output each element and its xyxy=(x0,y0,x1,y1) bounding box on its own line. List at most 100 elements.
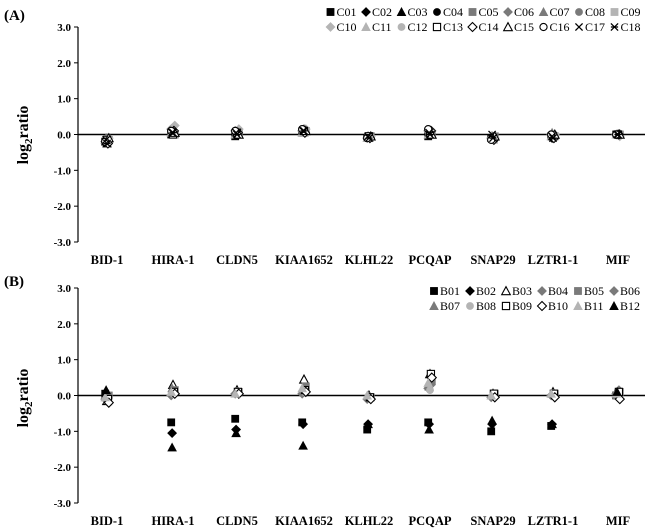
legend-item-C12: C12 xyxy=(397,20,428,34)
legend-label: C14 xyxy=(479,20,499,34)
legend-marker-C08 xyxy=(575,8,583,16)
data-point-C18 xyxy=(102,139,112,148)
y-tick-label: 1.0 xyxy=(57,94,71,106)
x-category-label: SNAP29 xyxy=(470,253,515,267)
panel-a-ylabel-main: log xyxy=(15,144,32,164)
legend-label: B02 xyxy=(476,284,496,298)
panel-a-ylabel: log2ratio xyxy=(15,106,35,165)
legend-item-C07: C07 xyxy=(538,5,570,19)
y-tick-label: -2.0 xyxy=(54,201,72,213)
x-category-label: LZTR1-1 xyxy=(528,514,579,528)
y-tick-label: 2.0 xyxy=(57,58,71,70)
panel-b-ylabel-sub: 2 xyxy=(23,401,35,407)
legend-marker-C17 xyxy=(574,22,584,32)
legend-item-C03: C03 xyxy=(396,5,428,19)
panel-a-ylabel-tail: ratio xyxy=(15,106,32,139)
x-category-label: CLDN5 xyxy=(216,514,258,528)
data-point-C18 xyxy=(299,126,309,135)
legend-item-B12: B12 xyxy=(609,299,640,313)
legend-label: B04 xyxy=(548,284,568,298)
data-point-B11 xyxy=(486,390,497,400)
x-category-label: HIRA-1 xyxy=(151,514,194,528)
legend-item-B03: B03 xyxy=(500,284,532,298)
legend-marker-C06 xyxy=(503,7,513,17)
legend-marker-B03 xyxy=(500,285,512,296)
data-point-B11 xyxy=(297,383,308,393)
data-point-B11 xyxy=(423,378,434,387)
legend-marker-C14 xyxy=(467,21,478,33)
legend-label: C09 xyxy=(621,5,641,19)
data-point-B12 xyxy=(363,419,373,429)
y-tick-label: -1.0 xyxy=(54,165,72,177)
x-category-label: MIF xyxy=(606,253,631,267)
legend-item-C10: C10 xyxy=(325,20,357,34)
legend-marker-B01 xyxy=(430,287,438,295)
legend-marker-C15 xyxy=(502,21,514,32)
legend-item-B01: B01 xyxy=(430,284,460,298)
legend-item-C01: C01 xyxy=(326,5,357,19)
legend-item-B06: B06 xyxy=(609,284,640,298)
y-tick-label: -3.0 xyxy=(54,498,72,510)
legend: B01 B02 B03 B04 B05 B06 B07 B08 B09 B10 B11 B12 xyxy=(429,284,640,313)
data-point-C18 xyxy=(168,128,178,137)
data-point-B02 xyxy=(167,428,178,439)
panel-b-ylabel: log2ratio xyxy=(15,369,35,428)
legend-label: B05 xyxy=(584,284,604,298)
legend-label: B08 xyxy=(476,299,496,313)
legend-item-C17: C17 xyxy=(574,20,605,34)
data-point-B12 xyxy=(612,386,622,396)
legend-item-B10: B10 xyxy=(536,299,568,313)
x-category-label: BID-1 xyxy=(91,514,124,528)
legend-label: C08 xyxy=(585,5,605,19)
y-tick-label: -1.0 xyxy=(54,426,72,438)
panel-b-ylabel-main: log xyxy=(15,407,32,427)
legend-item-B08: B08 xyxy=(466,299,496,313)
legend-marker-B05 xyxy=(574,287,582,295)
legend-label: C11 xyxy=(372,20,392,34)
legend-label: C07 xyxy=(550,5,570,19)
panel-b-chart: (B) log2ratio 3.0 2.0 1.0 0.0 -1.0 -2.0 -3.0 BI… xyxy=(4,274,645,528)
x-category-label: PCQAP xyxy=(408,253,451,267)
y-tick-label: -3.0 xyxy=(54,237,72,249)
data-point-B11 xyxy=(166,386,177,396)
y-tick-label: 0.0 xyxy=(57,391,71,403)
legend-item-B09: B09 xyxy=(501,299,532,313)
legend-label: C16 xyxy=(550,20,570,34)
x-category-label: MIF xyxy=(606,514,631,528)
legend-item-C18: C18 xyxy=(610,20,641,34)
data-point-C18 xyxy=(613,130,623,139)
data-point-C18 xyxy=(548,134,558,143)
legend-item-B02: B02 xyxy=(465,284,496,298)
legend-label: B11 xyxy=(584,299,604,313)
x-category-label: KLHL22 xyxy=(345,253,394,267)
legend-marker-C10 xyxy=(325,22,336,32)
data-point-B01 xyxy=(487,427,496,436)
legend-label: C02 xyxy=(372,5,392,19)
legend-label: B03 xyxy=(512,284,532,298)
legend-item-C15: C15 xyxy=(502,20,534,34)
data-point-C18 xyxy=(232,130,242,139)
legend-marker-B06 xyxy=(609,286,619,296)
legend-label: B12 xyxy=(620,299,640,313)
data-point-B12 xyxy=(101,385,111,395)
legend-item-C05: C05 xyxy=(468,5,499,19)
y-tick-label: 3.0 xyxy=(57,22,71,34)
data-point-B11 xyxy=(100,392,111,402)
legend-marker-C04 xyxy=(433,8,441,16)
legend-item-B04: B04 xyxy=(537,284,568,298)
legend-label: C17 xyxy=(585,20,605,34)
legend-marker-B02 xyxy=(465,286,475,296)
legend-marker-C12 xyxy=(397,23,406,31)
data-point-B10 xyxy=(426,372,438,383)
legend-label: B07 xyxy=(440,299,460,313)
data-point-B11 xyxy=(362,390,373,400)
legend-marker-C16 xyxy=(539,22,548,32)
legend-marker-C09 xyxy=(610,8,619,16)
legend-marker-B09 xyxy=(501,301,511,311)
data-point-B01 xyxy=(231,414,240,423)
y-tick-label: 3.0 xyxy=(57,283,71,295)
legend-marker-C18 xyxy=(610,22,619,32)
legend-item-C06: C06 xyxy=(503,5,534,19)
panel-a-label: (A) xyxy=(4,8,25,24)
